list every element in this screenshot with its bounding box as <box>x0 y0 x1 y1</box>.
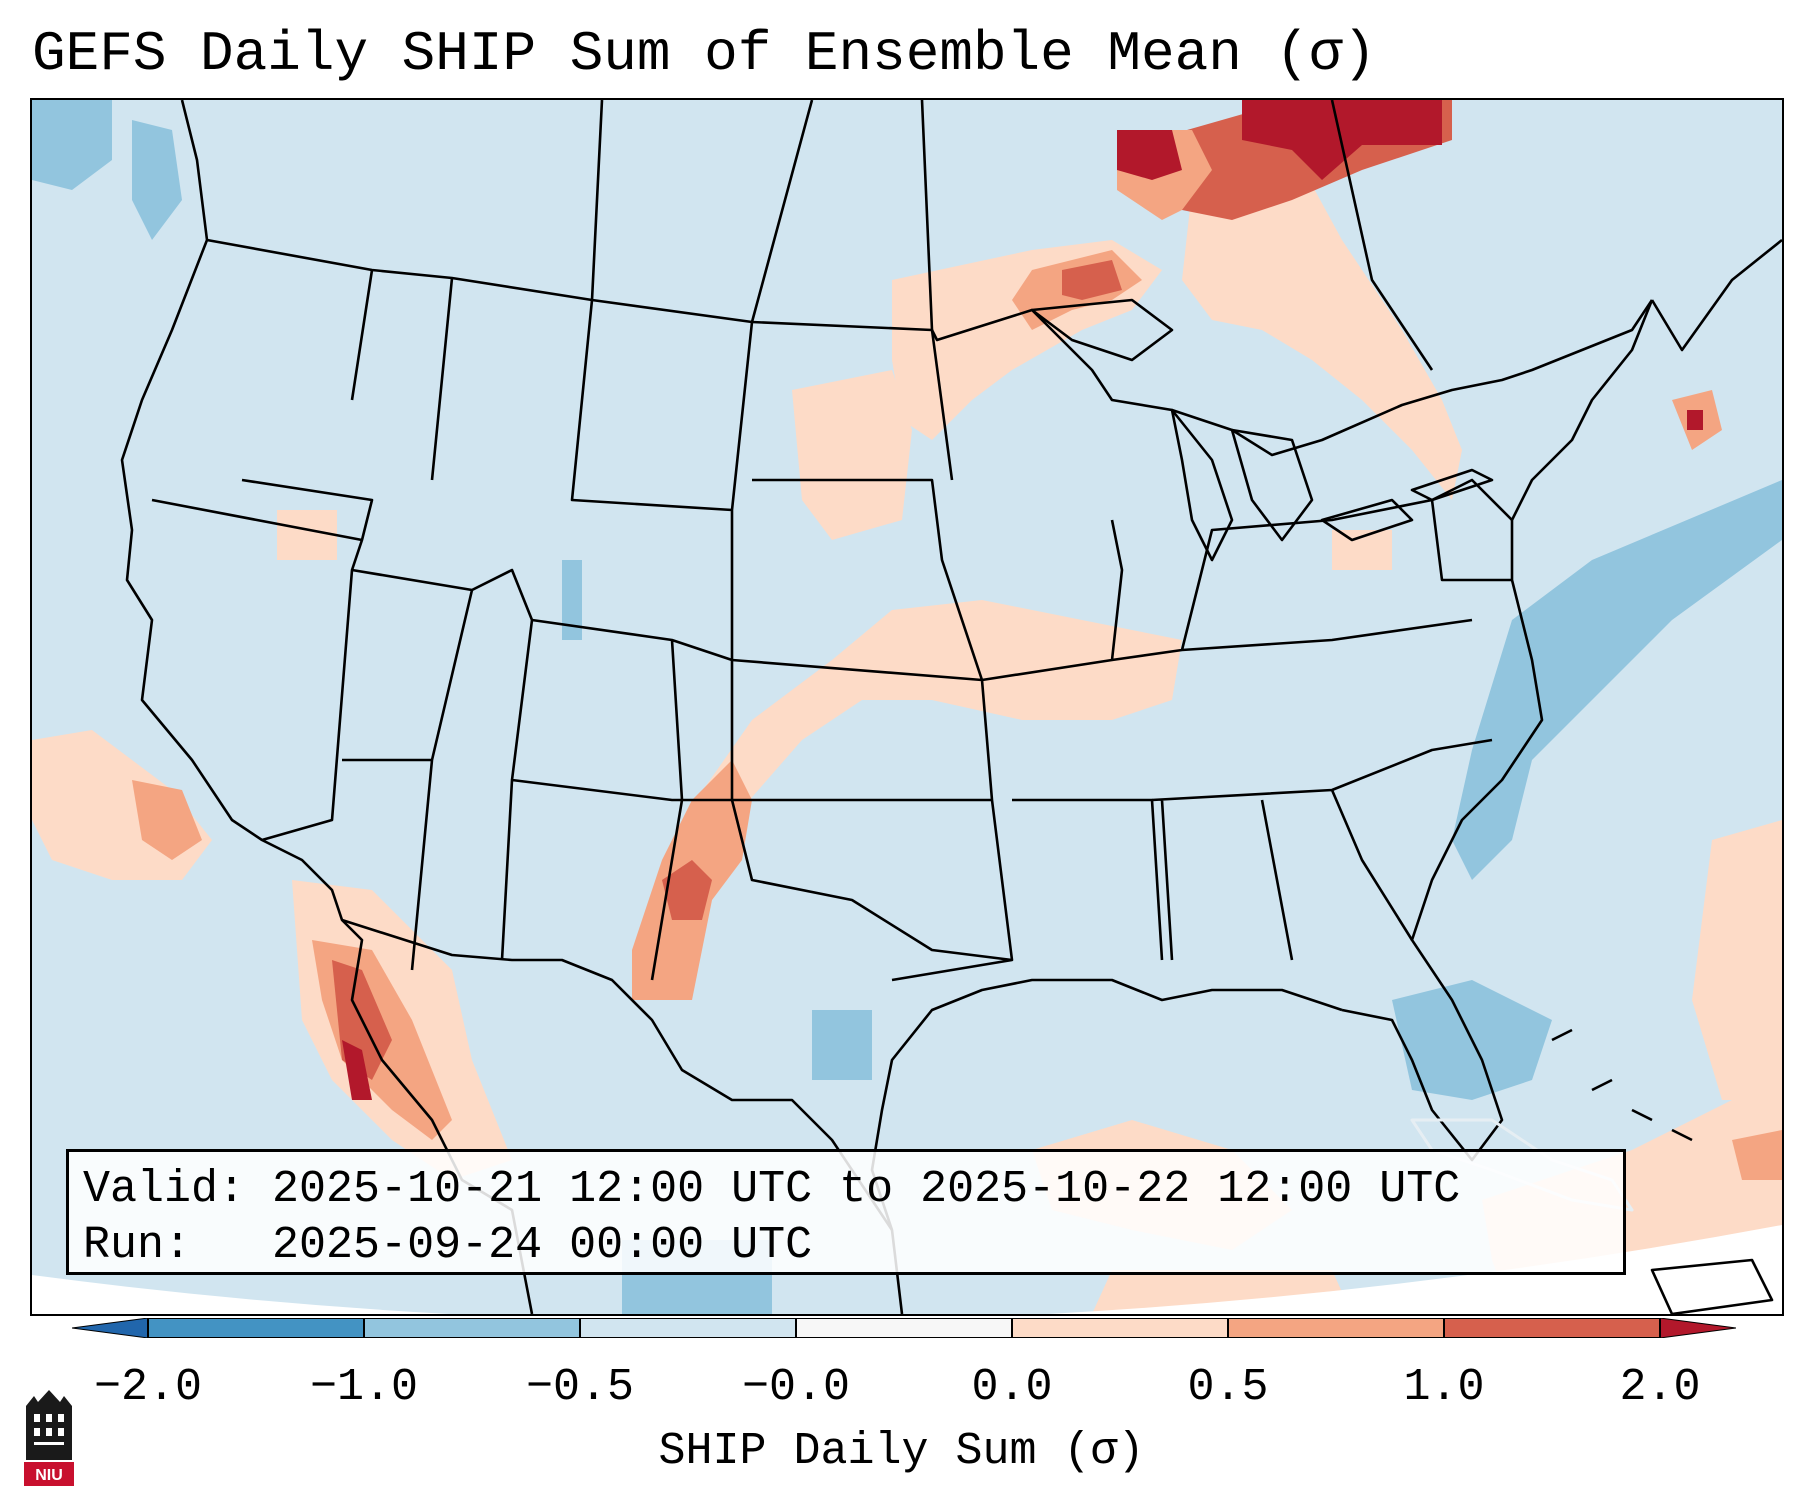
colorbar-tick-label: −2.0 <box>93 1362 203 1413</box>
colorbar-tick-label: 1.0 <box>1403 1362 1485 1413</box>
colorbar-label: SHIP Daily Sum (σ) <box>658 1426 1145 1477</box>
colorbar-bin-neg05-0 <box>580 1318 796 1338</box>
colorbar-tick-label: 2.0 <box>1619 1362 1701 1413</box>
anomaly-atlantic-east <box>1692 820 1782 1100</box>
colorbar-tick-label: 0.5 <box>1187 1362 1269 1413</box>
colorbar-bin-neg1-neg05 <box>364 1318 580 1338</box>
colorbar <box>72 1318 1736 1338</box>
state-lines-west <box>151 478 734 981</box>
anomaly-dakotas <box>792 370 912 540</box>
map-panel <box>30 98 1784 1316</box>
out-of-domain-area <box>32 1225 1782 1314</box>
great-lakes <box>1030 298 1494 562</box>
anomaly-ontario-plume <box>1182 185 1462 500</box>
colorbar-bin-neg2-neg1 <box>148 1318 364 1338</box>
valid-row: Valid: 2025-10-21 12:00 UTC to 2025-10-2… <box>83 1162 1609 1218</box>
colorbar-tick-label: −0.5 <box>525 1362 635 1413</box>
run-row: Run: 2025-09-24 00:00 UTC <box>83 1218 1609 1274</box>
anomaly-pacific-sw-mid <box>132 780 202 860</box>
us-mexico-border <box>341 918 894 1231</box>
colorbar-tick-label: 0.0 <box>971 1362 1053 1413</box>
validity-info-box: Valid: 2025-10-21 12:00 UTC to 2025-10-2… <box>66 1149 1626 1275</box>
valid-label: Valid: <box>83 1164 246 1215</box>
anomaly-superior-max <box>1062 260 1122 300</box>
anomaly-nova-scotia-max <box>1687 410 1703 430</box>
hispaniola-outline <box>1650 1258 1774 1314</box>
colorbar-extend-low <box>72 1318 149 1338</box>
anomaly-plains-band <box>672 600 1182 920</box>
anomaly-baja-core <box>342 1040 372 1100</box>
anomaly-pacific-nw <box>32 100 112 190</box>
colorbar-tick-label: −0.0 <box>741 1362 851 1413</box>
colorbar-bin-05-1 <box>1228 1318 1444 1338</box>
run-label: Run: <box>83 1220 192 1271</box>
bahamas-islands <box>1551 1028 1693 1142</box>
colorbar-bin-1-2 <box>1444 1318 1660 1338</box>
niu-logo-icon: NIU <box>24 1390 74 1486</box>
colorbar-tick-label: −1.0 <box>309 1362 419 1413</box>
anomaly-new-mexico-max <box>662 860 712 920</box>
anomaly-colorado-blue <box>562 560 582 640</box>
geographic-boundaries <box>120 100 1782 1314</box>
northeast-coastline <box>1341 238 1782 1162</box>
anomaly-nw-ontario-max <box>1117 130 1182 180</box>
anomaly-atlantic-band <box>1452 480 1782 880</box>
anomaly-bc-coast <box>132 120 182 240</box>
negative-anomaly-regions <box>32 100 1782 1314</box>
chart-title: GEFS Daily SHIP Sum of Ensemble Mean (σ) <box>32 22 1377 86</box>
colorbar-extend-high <box>1659 1318 1736 1338</box>
canada-province-lines <box>350 100 1434 401</box>
anomaly-caribbean-mid <box>1732 1130 1782 1180</box>
anomaly-texas-gulf <box>812 1010 872 1080</box>
colorbar-bin-0-05 <box>1012 1318 1228 1338</box>
anomaly-nevada <box>277 510 337 560</box>
west-coastline <box>120 100 534 1314</box>
colorbar-ticks <box>147 1318 1661 1338</box>
map-canvas <box>32 100 1782 1314</box>
run-value: 2025-09-24 00:00 UTC <box>272 1220 813 1271</box>
logo-text: NIU <box>35 1467 63 1484</box>
valid-value: 2025-10-21 12:00 UTC to 2025-10-22 12:00… <box>272 1164 1461 1215</box>
colorbar-bin-zero <box>796 1318 1012 1338</box>
